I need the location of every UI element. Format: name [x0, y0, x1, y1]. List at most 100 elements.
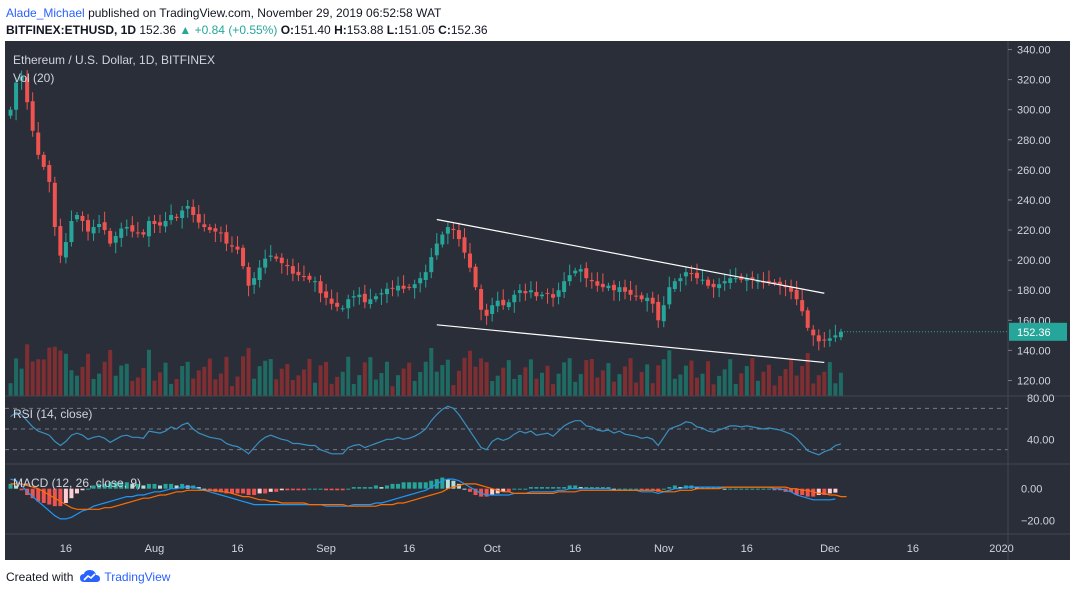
candle-body [97, 224, 102, 228]
macd-histogram-bar [750, 488, 755, 490]
volume-bar [429, 348, 434, 396]
macd-histogram-bar [41, 488, 46, 503]
macd-histogram-bar [52, 488, 57, 507]
macd-histogram-bar [290, 488, 295, 491]
macd-histogram-bar [158, 485, 163, 489]
volume-bar [440, 365, 445, 396]
volume-bar [761, 371, 766, 396]
candle-body [423, 272, 428, 280]
macd-histogram-bar [307, 488, 312, 490]
price-tick-label: 260.00 [1017, 165, 1051, 177]
candle-body [180, 210, 185, 219]
candle-body [373, 296, 378, 300]
candle-body [789, 287, 794, 292]
volume-bar [69, 370, 74, 396]
macd-histogram-bar [468, 488, 473, 492]
candle-body [135, 232, 140, 234]
price-pane[interactable] [8, 69, 1008, 396]
volume-bar [539, 372, 544, 396]
rsi-pane[interactable] [5, 405, 1008, 456]
cloud-icon [80, 570, 101, 582]
candle-body [47, 165, 52, 182]
candle-body [717, 284, 722, 289]
candle-body [634, 295, 639, 297]
tradingview-brand[interactable]: TradingView [79, 570, 170, 584]
macd-histogram-bar [74, 488, 79, 494]
macd-histogram-bar [606, 487, 611, 489]
macd-histogram-bar [744, 488, 749, 490]
candle-body [335, 302, 340, 307]
macd-histogram-bar [728, 488, 733, 490]
volume-bar [523, 367, 528, 396]
macd-histogram-bar [146, 483, 151, 489]
volume-bar [25, 344, 30, 396]
candle-body [351, 296, 356, 298]
candle-body [58, 226, 63, 256]
macd-histogram-bar [274, 488, 279, 492]
macd-histogram-bar [69, 488, 74, 499]
volume-bar [484, 362, 489, 396]
chart-canvas[interactable]: 120.00 140.00 16 0.00 180.00 200.00 220.00 240.… [5, 41, 1070, 560]
price-change: ▲ +0.84 (+0.55%) [179, 23, 278, 37]
candle-body [811, 329, 816, 336]
macd-histogram-bar [717, 487, 722, 489]
price-tick-label: 300.00 [1017, 105, 1051, 117]
candle-body [252, 278, 257, 285]
macd-histogram-bar [822, 488, 827, 496]
macd-histogram-bar [396, 483, 401, 489]
macd-pane[interactable] [8, 477, 847, 520]
created-with-text: Created with [6, 570, 74, 584]
volume-bar [163, 362, 168, 396]
volume-bar [335, 376, 340, 396]
volume-bar [789, 358, 794, 396]
macd-histogram-bar [329, 488, 334, 491]
candle-body [263, 258, 268, 268]
volume-bar [551, 384, 556, 396]
price-tick-label: 240.00 [1017, 195, 1051, 207]
macd-histogram-bar [152, 483, 157, 489]
macd-histogram-bar [252, 488, 257, 496]
volume-bar [296, 375, 301, 396]
macd-histogram-bar [639, 488, 644, 491]
macd-histogram-bar [761, 488, 766, 490]
chart-frame[interactable]: 120.00 140.00 16 0.00 180.00 200.00 220.00 240.… [5, 41, 1070, 560]
macd-histogram-bar [301, 488, 306, 491]
candle-body [661, 305, 666, 322]
macd-histogram-bar [589, 487, 594, 489]
macd-histogram-bar [202, 488, 207, 490]
volume-bar [152, 380, 157, 396]
macd-histogram-bar [473, 488, 478, 496]
volume-bar [683, 365, 688, 396]
macd-histogram-bar [628, 488, 633, 490]
candle-body [468, 253, 473, 268]
candle-body [86, 220, 91, 232]
volume-bar [456, 370, 461, 396]
volume-bar [833, 383, 838, 396]
low-value: 151.05 [398, 23, 435, 37]
candle-body [755, 281, 760, 283]
macd-histogram-bar [523, 488, 528, 490]
volume-bar [667, 350, 672, 396]
candle-body [285, 264, 290, 267]
candle-body [329, 298, 334, 304]
symbol-line: BITFINEX:ETHUSD, 1D 152.36 ▲ +0.84 (+0.5… [6, 22, 488, 39]
macd-histogram-bar [456, 483, 461, 489]
volume-bar [130, 380, 135, 396]
tradingview-label[interactable]: TradingView [104, 570, 171, 584]
candle-body [396, 285, 401, 291]
candle-body [307, 275, 312, 280]
candle-body [8, 109, 13, 116]
author-link[interactable]: Alade_Michael [6, 6, 85, 20]
volume-bar [268, 359, 273, 396]
macd-histogram-bar [224, 488, 229, 494]
high-value: 153.88 [346, 23, 384, 37]
candle-body [174, 216, 179, 219]
volume-bar [274, 379, 279, 396]
volume-bar [600, 370, 605, 396]
volume-bar [451, 385, 456, 396]
macd-histogram-bar [584, 487, 589, 489]
candle-body [14, 82, 19, 110]
candle-body [683, 272, 688, 277]
volume-bar [490, 381, 495, 396]
volume-bar [517, 374, 522, 396]
